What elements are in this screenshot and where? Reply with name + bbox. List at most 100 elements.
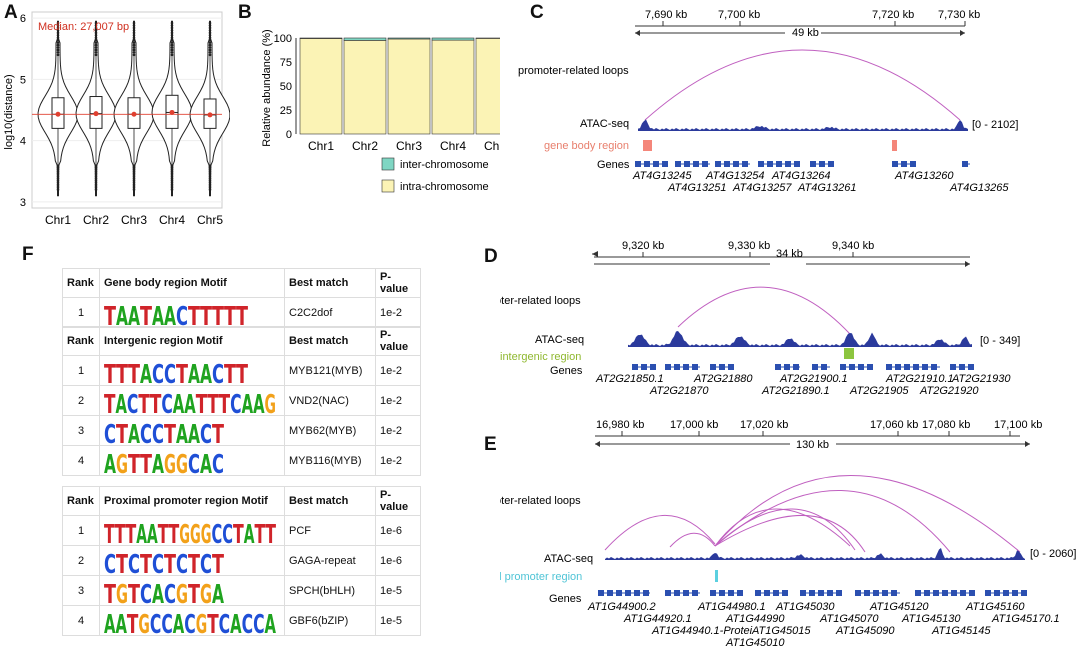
legend-swatch-intra bbox=[381, 179, 395, 193]
header-motif: Intergenic region Motif bbox=[99, 326, 285, 356]
logo-letter: T bbox=[116, 360, 128, 385]
logo-letter: C bbox=[152, 360, 164, 385]
outlier bbox=[94, 51, 98, 54]
outlier bbox=[132, 38, 136, 42]
e-tick-5: 17,080 kb bbox=[922, 419, 970, 431]
outlier bbox=[94, 173, 98, 177]
logo-letter: C bbox=[152, 550, 164, 575]
genome-track-e: 16,980 kb 17,000 kb 17,020 kb 17,060 kb … bbox=[500, 419, 1076, 648]
bar-intra-Chr5 bbox=[475, 38, 500, 135]
bar-intra-Chr4 bbox=[431, 39, 475, 135]
logo-letter: T bbox=[116, 420, 128, 445]
outlier bbox=[56, 180, 60, 184]
d-gene-5: AT2G21930 bbox=[951, 373, 1011, 385]
pvalue-cell: 1e-6 bbox=[375, 515, 421, 546]
logo-letter: T bbox=[196, 390, 208, 415]
d-gene-7: AT2G21890.1 bbox=[761, 385, 830, 397]
outlier bbox=[170, 177, 174, 180]
gene-exon bbox=[800, 590, 806, 596]
logo-letter: C bbox=[212, 360, 224, 385]
best-match-cell: GBF6(bZIP) bbox=[284, 605, 376, 636]
outlier bbox=[170, 166, 174, 169]
gene-exon bbox=[665, 364, 671, 370]
gene-exon bbox=[764, 590, 770, 596]
best-match-cell: VND2(NAC) bbox=[284, 385, 376, 416]
outlier bbox=[208, 29, 212, 32]
outlier bbox=[170, 41, 174, 44]
header-motif: Proximal promoter region Motif bbox=[99, 486, 285, 516]
logo-letter: C bbox=[164, 360, 176, 385]
logo-letter: T bbox=[104, 390, 116, 415]
gene-exon bbox=[644, 161, 650, 167]
logo-letter: C bbox=[188, 450, 200, 475]
outlier bbox=[56, 184, 60, 188]
c-loops-label: promoter-related loops bbox=[518, 65, 629, 77]
e-gene-15: AT1G45010 bbox=[725, 637, 785, 648]
gene-exon bbox=[818, 590, 824, 596]
logo-letter: T bbox=[128, 450, 140, 475]
outlier bbox=[208, 182, 212, 186]
d-gene-1: AT2G21850.1 bbox=[595, 373, 664, 385]
gene-exon bbox=[858, 364, 864, 370]
gene-exon bbox=[910, 161, 916, 167]
a-xtick: Chr1 bbox=[45, 213, 71, 227]
gene-exon bbox=[931, 364, 937, 370]
logo-letter: A bbox=[128, 420, 140, 445]
pvalue-cell: 1e-2 bbox=[375, 385, 421, 416]
logo-letter: T bbox=[104, 520, 115, 545]
logo-letter: A bbox=[184, 390, 195, 415]
legend-swatch-inter bbox=[381, 157, 395, 171]
e-gene-9: AT1G45130 bbox=[901, 613, 961, 625]
gene-exon bbox=[828, 161, 834, 167]
logo-letter: C bbox=[200, 550, 212, 575]
rank-cell: 2 bbox=[62, 385, 100, 416]
best-match-cell: GAGA-repeat bbox=[284, 545, 376, 576]
gene-exon bbox=[625, 590, 631, 596]
outlier bbox=[56, 21, 60, 25]
outlier bbox=[94, 53, 98, 57]
e-tick-3: 17,020 kb bbox=[740, 419, 788, 431]
outlier bbox=[56, 182, 60, 186]
outlier bbox=[132, 43, 136, 47]
gene-exon bbox=[785, 161, 791, 167]
e-tick-6: 17,100 kb bbox=[994, 419, 1042, 431]
c-gene-8: AT4G13265 bbox=[949, 182, 1009, 194]
logo-letter: A bbox=[116, 302, 128, 327]
logo-letter: C bbox=[176, 550, 188, 575]
outlier bbox=[132, 36, 136, 40]
logo-letter: T bbox=[188, 580, 200, 605]
outlier bbox=[208, 171, 212, 175]
c-gene-7: AT4G13261 bbox=[797, 182, 857, 194]
outlier bbox=[170, 175, 174, 179]
header-motif: Gene body region Motif bbox=[99, 268, 285, 298]
d-region-label: intergenic region bbox=[500, 351, 581, 363]
outlier bbox=[94, 171, 98, 175]
logo-letter: C bbox=[104, 420, 116, 445]
outlier bbox=[208, 169, 212, 173]
gene-exon bbox=[959, 364, 965, 370]
gene-exon bbox=[873, 590, 879, 596]
outlier bbox=[56, 166, 60, 169]
outlier bbox=[56, 173, 60, 177]
gene-exon bbox=[742, 161, 748, 167]
gene-exon bbox=[634, 590, 640, 596]
a-ytick: 6 bbox=[20, 13, 26, 25]
outlier bbox=[170, 51, 174, 54]
outlier bbox=[208, 164, 212, 168]
logo-letter: A bbox=[173, 610, 184, 635]
logo-letter: T bbox=[176, 360, 188, 385]
pvalue-cell: 1e-6 bbox=[375, 545, 421, 576]
atac-signal bbox=[605, 548, 1025, 560]
outlier bbox=[132, 177, 136, 180]
outlier bbox=[132, 26, 136, 30]
c-tick-4: 7,730 kb bbox=[938, 9, 980, 21]
logo-letter: T bbox=[200, 302, 212, 327]
outlier bbox=[208, 184, 212, 188]
outlier bbox=[132, 48, 136, 52]
b-ytick: 25 bbox=[280, 105, 292, 117]
gene-exon bbox=[693, 161, 699, 167]
b-xtick: Chr1 bbox=[308, 139, 334, 153]
gene-exon bbox=[632, 364, 638, 370]
